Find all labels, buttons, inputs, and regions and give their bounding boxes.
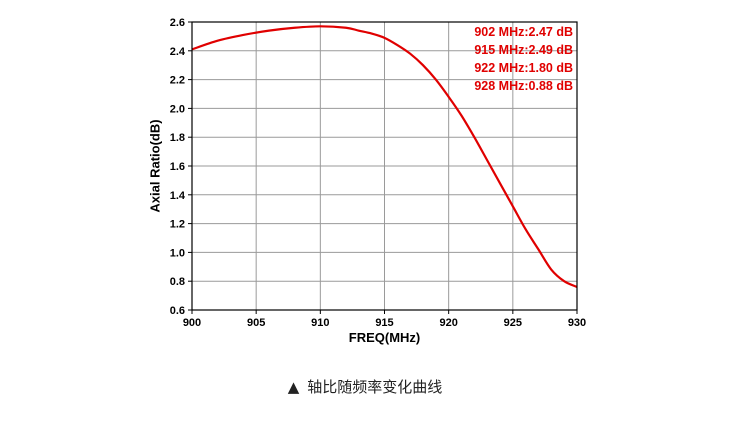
y-tick-label: 2.2 <box>170 75 185 87</box>
x-tick-label: 920 <box>439 317 457 329</box>
x-tick-label: 925 <box>504 317 522 329</box>
x-tick-label: 915 <box>375 317 393 329</box>
grid <box>192 22 577 310</box>
y-tick-label: 0.8 <box>170 276 185 288</box>
y-tick-label: 1.8 <box>170 132 185 144</box>
x-tick-label: 900 <box>183 317 201 329</box>
annotation-label: 928 MHz:0.88 dB <box>474 79 573 93</box>
caption-text: 轴比随频率变化曲线 <box>307 378 443 396</box>
figure-caption: ▲ 轴比随频率变化曲线 <box>0 376 730 397</box>
annotation-box: 902 MHz:2.47 dB 915 MHz:2.49 dB 922 MHz:1.… <box>474 25 573 93</box>
y-tick-label: 2.4 <box>170 46 186 58</box>
x-axis-title: FREQ(MHz) <box>349 330 421 345</box>
y-tick-label: 1.2 <box>170 219 185 231</box>
y-tick-label: 1.0 <box>170 247 185 259</box>
y-tick-label: 2.0 <box>170 103 185 115</box>
annotation-label: 915 MHz:2.49 dB <box>474 43 573 57</box>
y-tick-label: 0.6 <box>170 305 185 317</box>
annotation-label: 902 MHz:2.47 dB <box>474 25 573 39</box>
y-tick-label: 2.6 <box>170 17 185 29</box>
y-tick-label: 1.6 <box>170 161 185 173</box>
x-tick-label: 905 <box>247 317 265 329</box>
axial-ratio-line <box>191 25 578 288</box>
annotation-label: 922 MHz:1.80 dB <box>474 61 573 75</box>
y-axis-title: Axial Ratio(dB) <box>147 119 162 212</box>
series-layer <box>191 25 578 288</box>
ticks: 900 905 910 915 920 925 930 0.6 0.8 1.0 1.2 1.4 1.6 1… <box>170 17 586 329</box>
x-tick-label: 910 <box>311 317 329 329</box>
y-tick-label: 1.4 <box>170 190 186 202</box>
x-tick-label: 930 <box>568 317 586 329</box>
triangle-icon: ▲ <box>287 378 300 396</box>
